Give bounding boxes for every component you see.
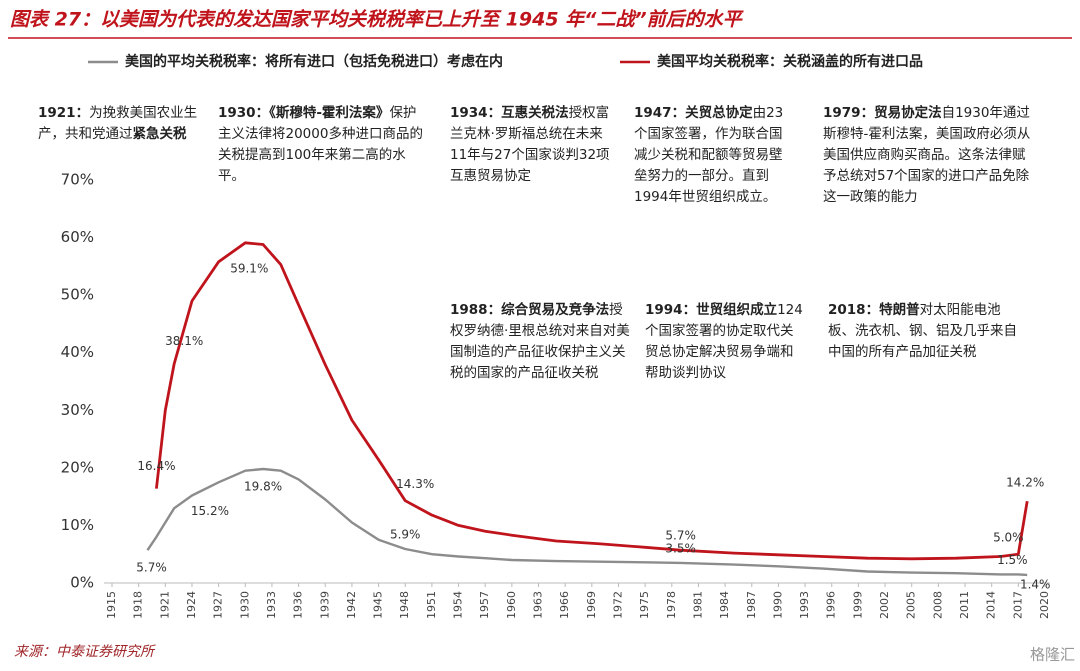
legend-label: 美国的平均关税税率：将所有进口（包括免税进口）考虑在内: [125, 53, 503, 70]
data-label: 38.1%: [165, 334, 203, 348]
x-tick-label: 1954: [452, 591, 465, 619]
y-tick-label: 0%: [70, 574, 94, 592]
x-tick-label: 2017: [1011, 591, 1024, 619]
annotation: 2018：特朗普对太阳能电池板、洗衣机、钢、铝及几乎来自中国的所有产品加征关税: [828, 300, 1018, 363]
annotation-lead: 1994：世贸组织成立: [645, 302, 778, 318]
annotation-tail: 紧急关税: [132, 126, 187, 142]
x-tick-label: 1960: [505, 591, 518, 619]
annotation-body: 授权罗纳德·里根总统对来自对美国制造的产品征收保护主义关税的国家的产品征收关税: [450, 302, 630, 381]
data-label: 19.8%: [244, 480, 282, 494]
x-tick-label: 1933: [265, 591, 278, 619]
annotation: 1947：关贸总协定由23个国家签署，作为联合国减少关税和配额等贸易壁垒努力的一…: [634, 103, 794, 208]
data-label: 1.4%: [1020, 577, 1051, 591]
x-tick-label: 1972: [611, 591, 624, 619]
watermark: 格隆汇: [1030, 646, 1075, 664]
x-tick-label: 2011: [958, 591, 971, 619]
x-tick-label: 1930: [238, 591, 251, 619]
y-tick-label: 20%: [61, 458, 94, 476]
x-tick-label: 2014: [985, 591, 998, 619]
annotation-lead: 1934：互惠关税法: [450, 105, 569, 121]
x-tick-label: 2020: [1038, 591, 1051, 619]
annotation-body: 由23个国家签署，作为联合国减少关税和配额等贸易壁垒努力的一部分。直到1994年…: [634, 105, 784, 205]
x-tick-label: 1936: [292, 591, 305, 619]
source: 来源：中泰证券研究所: [14, 644, 156, 660]
data-label: 5.9%: [390, 528, 421, 542]
annotation-body: 自1930年通过斯穆特-霍利法案，美国政府必须从美国供应商购买商品。这条法律赋予…: [823, 105, 1031, 205]
x-tick-label: 1918: [132, 591, 145, 619]
annotation: 1934：互惠关税法授权富兰克林·罗斯福总统在未来11年与27个国家谈判32项互…: [450, 103, 610, 187]
annotation-body: 为挽救美国农业生产，共和党通过: [38, 105, 198, 142]
y-tick-label: 70%: [61, 171, 94, 189]
data-label: 5.0%: [993, 531, 1024, 545]
x-tick-label: 1966: [558, 591, 571, 619]
x-tick-label: 1969: [585, 591, 598, 619]
data-label: 5.7%: [665, 529, 696, 543]
data-label: 15.2%: [191, 504, 229, 518]
y-tick-label: 40%: [61, 343, 94, 361]
x-tick-label: 1945: [372, 591, 385, 619]
data-label: 16.4%: [137, 459, 175, 473]
y-tick-label: 50%: [61, 286, 94, 304]
legend-label: 美国平均关税税率：关税涵盖的所有进口品: [657, 53, 923, 70]
data-label: 14.2%: [1006, 476, 1044, 490]
x-tick-label: 1984: [718, 591, 731, 619]
x-tick-label: 1978: [665, 591, 678, 619]
chart-title: 图表 27：以美国为代表的发达国家平均关税税率已上升至 1945 年“二战”前后…: [10, 9, 745, 31]
annotation-body: 授权富兰克林·罗斯福总统在未来11年与27个国家谈判32项互惠贸易协定: [450, 105, 610, 184]
x-tick-label: 1957: [478, 591, 491, 619]
annotation: 1988：综合贸易及竞争法授权罗纳德·里根总统对来自对美国制造的产品征收保护主义…: [450, 300, 635, 384]
data-label: 14.3%: [396, 477, 434, 491]
annotation: 1994：世贸组织成立124个国家签署的协定取代关贸总协定解决贸易争端和帮助谈判…: [645, 300, 805, 384]
x-tick-label: 2008: [931, 591, 944, 619]
annotation-lead: 1979：贸易协定法: [823, 105, 942, 121]
data-label: 1.5%: [997, 553, 1028, 567]
annotation-lead: 1930：《斯穆特-霍利法案》: [218, 105, 390, 121]
x-tick-label: 1996: [825, 591, 838, 619]
x-tick-label: 1963: [532, 591, 545, 619]
annotation-body: 保护主义法律将20000多种进口商品的关税提高到100年来第二高的水平。: [218, 105, 423, 184]
x-tick-label: 1990: [771, 591, 784, 619]
x-tick-label: 1951: [425, 591, 438, 619]
x-tick-label: 1993: [798, 591, 811, 619]
x-tick-label: 1981: [691, 591, 704, 619]
x-tick-label: 1921: [158, 591, 171, 619]
x-tick-label: 1939: [318, 591, 331, 619]
annotation-body: 对太阳能电池板、洗衣机、钢、铝及几乎来自中国的所有产品加征关税: [828, 302, 1017, 360]
data-label: 59.1%: [230, 261, 268, 275]
data-label: 5.7%: [136, 561, 167, 575]
annotation: 1979：贸易协定法自1930年通过斯穆特-霍利法案，美国政府必须从美国供应商购…: [823, 103, 1033, 208]
x-tick-label: 1942: [345, 591, 358, 619]
y-tick-label: 10%: [61, 516, 94, 534]
annotation-lead: 1988：综合贸易及竞争法: [450, 302, 610, 318]
x-tick-label: 1924: [185, 591, 198, 619]
annotation: 1921：为挽救美国农业生产，共和党通过紧急关税: [38, 103, 203, 145]
series-line: [146, 467, 1028, 577]
y-tick-label: 30%: [61, 401, 94, 419]
x-tick-label: 2002: [878, 591, 891, 619]
x-tick-label: 1999: [851, 591, 864, 619]
x-tick-label: 1948: [398, 591, 411, 619]
x-tick-label: 1915: [105, 591, 118, 619]
annotation-lead: 1921：: [38, 105, 90, 121]
x-tick-label: 1975: [638, 591, 651, 619]
annotation-body: 124个国家签署的协定取代关贸总协定解决贸易争端和帮助谈判协议: [645, 302, 803, 381]
data-label: 3.5%: [665, 541, 696, 555]
x-tick-label: 2005: [905, 591, 918, 619]
y-tick-label: 60%: [61, 228, 94, 246]
series-line: [155, 241, 1029, 561]
annotation: 1930：《斯穆特-霍利法案》保护主义法律将20000多种进口商品的关税提高到1…: [218, 103, 423, 187]
annotation-lead: 2018：特朗普: [828, 302, 920, 318]
annotation-lead: 1947：关贸总协定: [634, 105, 753, 121]
x-tick-label: 1987: [745, 591, 758, 619]
x-tick-label: 1927: [212, 591, 225, 619]
